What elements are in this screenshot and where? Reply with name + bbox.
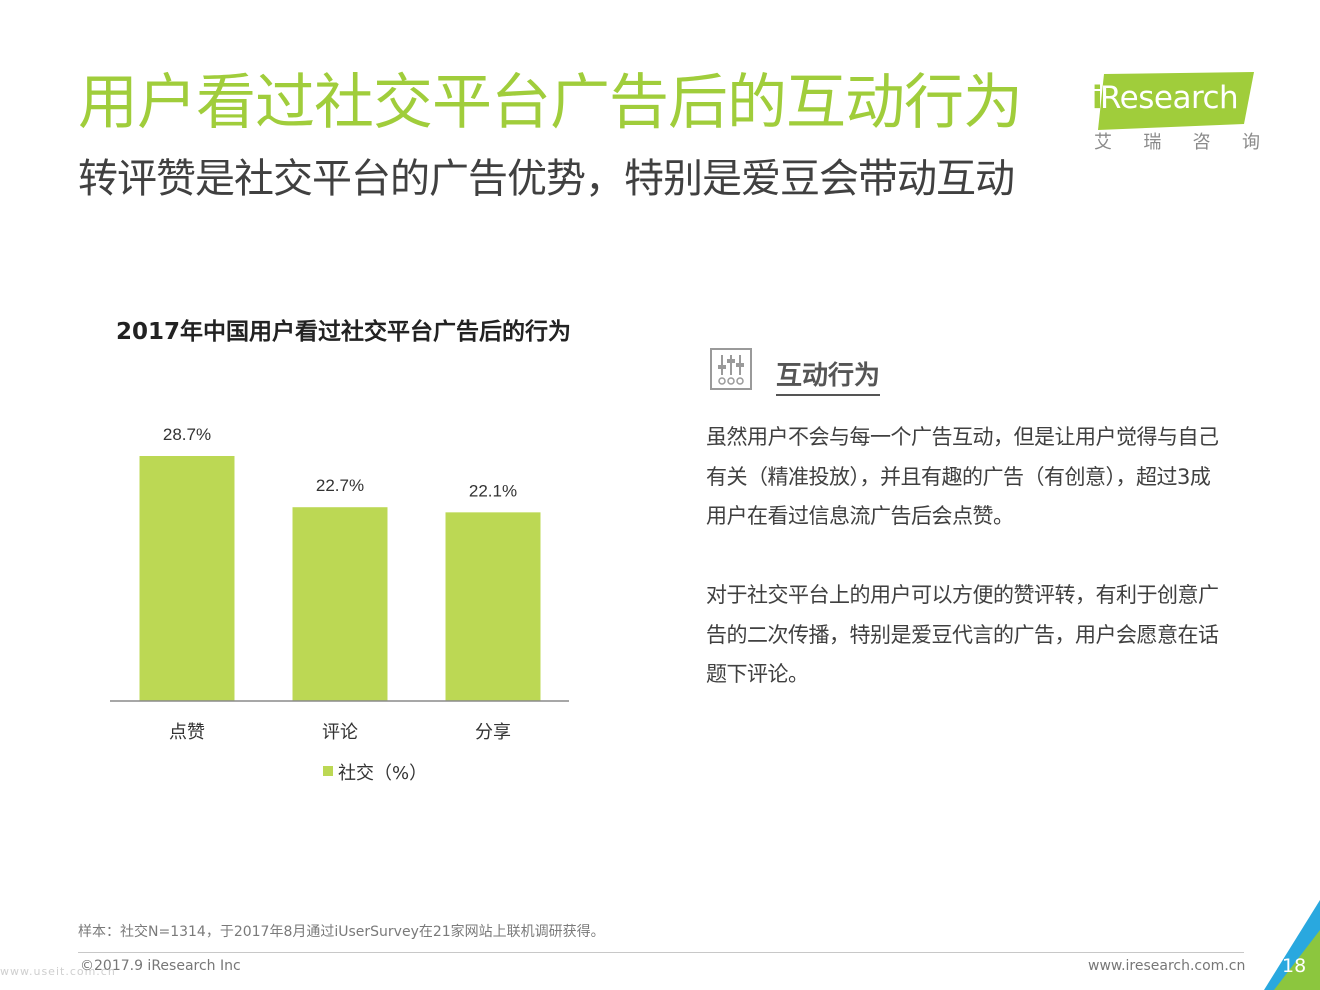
logo-char: 询 [1241, 132, 1260, 153]
chart-title: 2017年中国用户看过社交平台广告后的行为 [116, 319, 572, 345]
body-paragraph: 对于社交平台上的用户可以方便的赞评转，有利于创意广告的二次传播，特别是爱豆代言的… [706, 583, 1219, 686]
logo-char: 艾 [1094, 132, 1112, 153]
page-subtitle: 转评赞是社交平台的广告优势，特别是爱豆会带动互动 [78, 156, 1015, 202]
copyright: ©2017.9 iResearch Inc [80, 958, 241, 974]
logo-chinese-name: 艾 瑞 咨 询 [1094, 128, 1260, 154]
category-tick-label: 分享 [475, 722, 511, 743]
bar [445, 512, 541, 701]
legend-label: 社交（%） [338, 763, 427, 784]
body-paragraph: 虽然用户不会与每一个广告互动，但是让用户觉得与自己有关（精准投放），并且有趣的广… [706, 425, 1219, 528]
category-tick-label: 点赞 [169, 722, 205, 743]
watermark: www.useit.com.cn [0, 965, 116, 978]
sliders-icon [710, 348, 752, 390]
logo-char: 咨 [1192, 132, 1211, 153]
logo-i: i [1092, 80, 1103, 116]
sample-note: 样本：社交N=1314，于2017年8月通过iUserSurvey在21家网站上… [78, 924, 605, 940]
data-label: 22.1% [469, 481, 517, 500]
logo-char: 瑞 [1143, 132, 1162, 153]
website-link[interactable]: www.iresearch.com.cn [1088, 958, 1246, 974]
bar [292, 507, 388, 701]
logo-brand-text: Research [1100, 80, 1239, 116]
corner-decoration [1264, 900, 1320, 990]
category-tick-label: 评论 [322, 722, 358, 743]
iresearch-logo [1098, 72, 1254, 130]
legend-swatch [323, 766, 333, 776]
footer-divider [78, 952, 1244, 953]
page-title: 用户看过社交平台广告后的互动行为 [78, 68, 1023, 138]
bar [139, 456, 235, 701]
section-heading: 互动行为 [776, 355, 881, 396]
page-number: 18 [1282, 955, 1307, 977]
data-label: 22.7% [316, 476, 364, 495]
data-label: 28.7% [163, 425, 211, 444]
